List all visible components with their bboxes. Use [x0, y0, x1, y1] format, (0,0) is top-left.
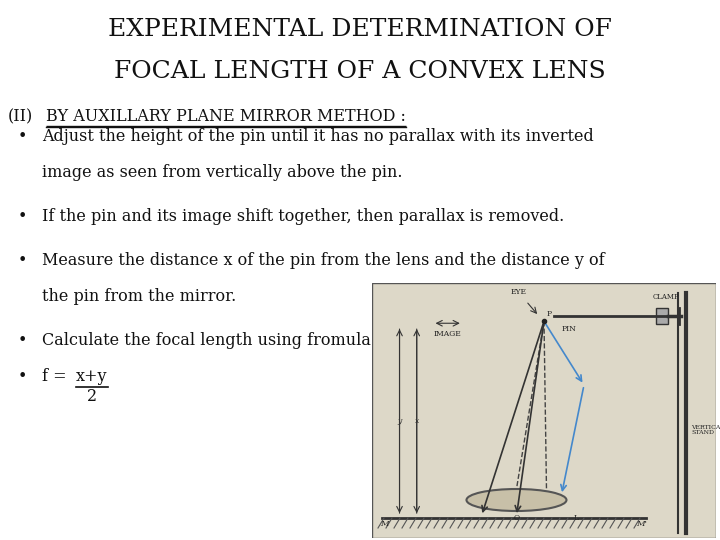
Text: x: x	[415, 417, 419, 426]
Text: (II): (II)	[8, 108, 33, 125]
Text: EXPERIMENTAL DETERMINATION OF: EXPERIMENTAL DETERMINATION OF	[108, 18, 612, 41]
Text: M: M	[379, 520, 388, 528]
Text: EYE: EYE	[511, 288, 527, 296]
Text: Measure the distance x of the pin from the lens and the distance y of: Measure the distance x of the pin from t…	[42, 252, 605, 269]
Text: BY AUXILLARY PLANE MIRROR METHOD :: BY AUXILLARY PLANE MIRROR METHOD :	[46, 108, 406, 125]
Text: •: •	[18, 252, 27, 269]
Text: FOCAL LENGTH OF A CONVEX LENS: FOCAL LENGTH OF A CONVEX LENS	[114, 60, 606, 83]
Text: x+y: x+y	[76, 368, 107, 385]
Text: IMAGE: IMAGE	[434, 330, 462, 338]
Text: VERTICAL
STAND: VERTICAL STAND	[691, 424, 720, 435]
Text: P: P	[547, 310, 552, 318]
Ellipse shape	[467, 489, 567, 511]
Text: Adjust the height of the pin until it has no parallax with its inverted: Adjust the height of the pin until it ha…	[42, 128, 594, 145]
Text: •: •	[18, 128, 27, 145]
Text: image as seen from vertically above the pin.: image as seen from vertically above the …	[42, 164, 402, 181]
Text: •: •	[18, 332, 27, 349]
Text: •: •	[18, 368, 27, 385]
Text: O: O	[513, 514, 520, 522]
Text: Calculate the focal length using fromula: Calculate the focal length using fromula	[42, 332, 371, 349]
Text: 2: 2	[86, 388, 96, 405]
Text: L: L	[574, 514, 579, 522]
Text: CLAMP: CLAMP	[653, 293, 679, 301]
Text: the pin from the mirror.: the pin from the mirror.	[42, 288, 236, 305]
Text: •: •	[18, 208, 27, 225]
Text: If the pin and its image shift together, then parallax is removed.: If the pin and its image shift together,…	[42, 208, 564, 225]
Text: f =: f =	[42, 368, 67, 385]
Text: M': M'	[636, 520, 647, 528]
Text: PIN: PIN	[562, 325, 577, 333]
Text: y: y	[397, 417, 402, 426]
Bar	[656, 308, 668, 324]
